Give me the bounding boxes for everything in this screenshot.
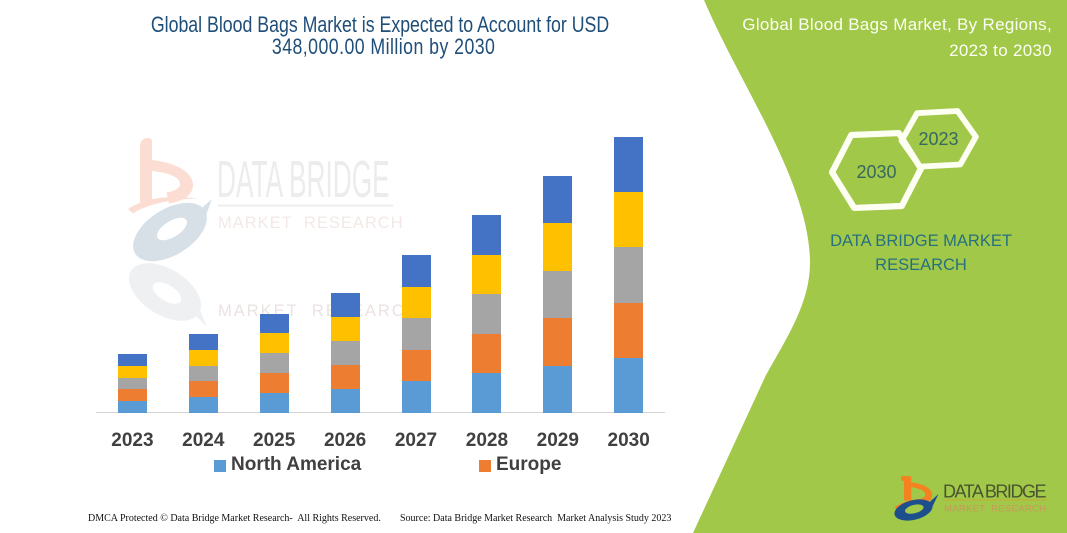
svg-text:2023: 2023	[918, 129, 958, 149]
svg-text:MARKET RESEARCH: MARKET RESEARCH	[218, 302, 420, 320]
svg-text:2030: 2030	[856, 162, 896, 182]
svg-text:MARKET RESEARCH: MARKET RESEARCH	[218, 214, 404, 232]
svg-text:DATA BRIDGE: DATA BRIDGE	[217, 150, 390, 208]
svg-text:DATA BRIDGE: DATA BRIDGE	[943, 481, 1047, 501]
svg-text:MARKET RESEARCH: MARKET RESEARCH	[944, 504, 1046, 515]
